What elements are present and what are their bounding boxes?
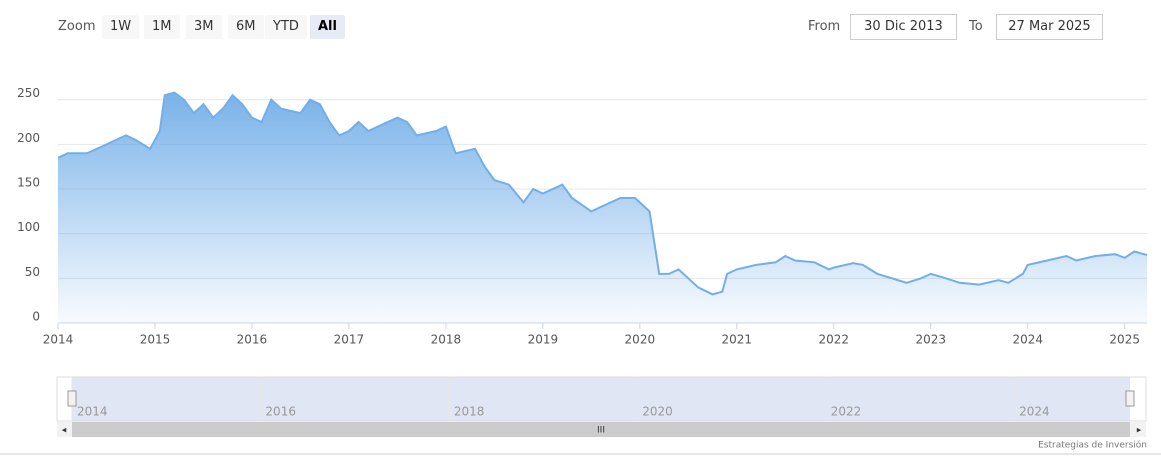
navigator-mask: [72, 377, 1130, 421]
range-button[interactable]: YTD: [265, 15, 307, 39]
range-button[interactable]: All: [310, 15, 345, 39]
scroll-grip: III: [597, 426, 605, 436]
price-line: [57, 91, 1148, 296]
x-tick-label: 2020: [625, 333, 656, 347]
x-tick-label: 2023: [915, 333, 946, 347]
navigator-tick-label: 2018: [454, 405, 485, 419]
range-button[interactable]: 1W: [102, 15, 140, 39]
navigator-tick-label: 2022: [831, 405, 862, 419]
x-tick-label: 2015: [140, 333, 171, 347]
to-label: To: [969, 19, 983, 34]
scroll-left[interactable]: ◂: [62, 426, 67, 436]
y-tick-label: 150: [17, 176, 40, 190]
y-tick-label: 100: [17, 220, 40, 234]
scrollbar-track: [57, 422, 1146, 437]
navigator-handle[interactable]: [67, 390, 77, 407]
navigator-frame: [56, 376, 1147, 422]
x-tick-label: 2022: [819, 333, 850, 347]
navigator-area: [72, 379, 1130, 420]
x-tick-label: 2016: [237, 333, 268, 347]
navigator-line: [71, 379, 1131, 416]
navigator-tick-label: 2020: [642, 405, 673, 419]
range-button[interactable]: 6M: [228, 15, 264, 39]
scroll-right[interactable]: ▸: [1137, 426, 1142, 436]
x-tick-label: 2025: [1109, 333, 1140, 347]
y-tick-label: 200: [17, 131, 40, 145]
zoom-label: Zoom: [58, 19, 96, 34]
navigator-handle[interactable]: [1125, 390, 1135, 407]
from-input[interactable]: 30 Dic 2013: [850, 14, 957, 40]
x-tick-label: 2014: [43, 333, 74, 347]
x-tick-label: 2017: [334, 333, 365, 347]
to-input[interactable]: 27 Mar 2025: [996, 14, 1103, 40]
x-tick-label: 2021: [722, 333, 753, 347]
scrollbar-thumb[interactable]: [72, 422, 1130, 437]
x-tick-label: 2019: [528, 333, 559, 347]
credits: Estrategias de Inversión: [1038, 440, 1147, 451]
x-tick-label: 2024: [1012, 333, 1043, 347]
y-tick-label: 0: [32, 310, 40, 324]
from-label: From: [808, 19, 841, 34]
price-area: [58, 92, 1147, 323]
y-tick-label: 50: [25, 265, 40, 279]
range-button[interactable]: 3M: [186, 15, 222, 39]
navigator-tick-label: 2024: [1019, 405, 1050, 419]
x-tick-label: 2018: [431, 333, 462, 347]
y-tick-label: 250: [17, 86, 40, 100]
navigator-tick-label: 2016: [265, 405, 296, 419]
navigator-tick-label: 2014: [77, 405, 108, 419]
range-button[interactable]: 1M: [144, 15, 180, 39]
